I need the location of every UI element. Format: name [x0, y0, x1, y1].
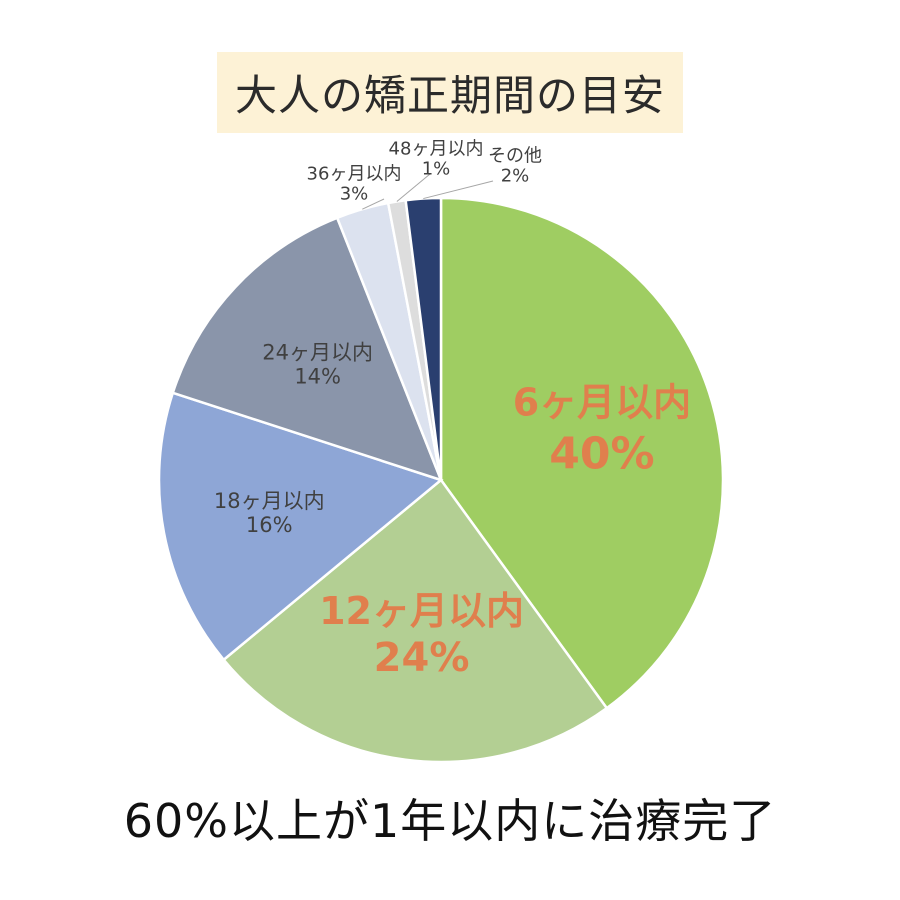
slice-label-3: 18ヶ月以内 — [214, 489, 325, 513]
slice-value-6: 1% — [422, 158, 451, 179]
slice-label-5: 36ヶ月以内 — [307, 163, 402, 184]
pie-slice-3 — [157, 391, 444, 662]
slice-value-5: 3% — [340, 183, 369, 204]
pie-slice-7 — [404, 196, 443, 481]
chart-subtitle: 60%以上が1年以内に治療完了 — [123, 794, 777, 848]
slice-label-1: 6ヶ月以内 — [513, 381, 691, 425]
leader-line-7 — [423, 180, 494, 200]
leader-line-5 — [362, 198, 385, 210]
slice-label-2: 12ヶ月以内 — [319, 589, 524, 633]
chart-title: 大人の矯正期間の目安 — [216, 52, 683, 133]
slice-label-6: 48ヶ月以内 — [389, 138, 484, 159]
leader-line-6 — [396, 173, 431, 202]
slice-value-7: 2% — [501, 165, 530, 186]
slice-value-1: 40% — [549, 428, 654, 479]
pie-slice-2 — [221, 478, 609, 764]
slice-label-4: 24ヶ月以内 — [262, 340, 373, 364]
slice-value-2: 24% — [374, 635, 470, 681]
slice-value-4: 14% — [294, 365, 341, 389]
slice-label-7: その他 — [488, 145, 542, 166]
chart-title-wrap: 大人の矯正期間の目安 — [0, 52, 900, 133]
pie-slice-1 — [439, 196, 725, 710]
pie-slice-4 — [171, 216, 444, 483]
slice-value-3: 16% — [246, 513, 293, 537]
